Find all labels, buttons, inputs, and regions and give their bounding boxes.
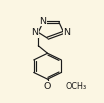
Text: OCH₃: OCH₃ xyxy=(65,82,87,91)
Text: N: N xyxy=(64,28,71,37)
Text: O: O xyxy=(44,82,51,91)
Text: N: N xyxy=(39,17,46,26)
Text: N: N xyxy=(31,28,38,37)
